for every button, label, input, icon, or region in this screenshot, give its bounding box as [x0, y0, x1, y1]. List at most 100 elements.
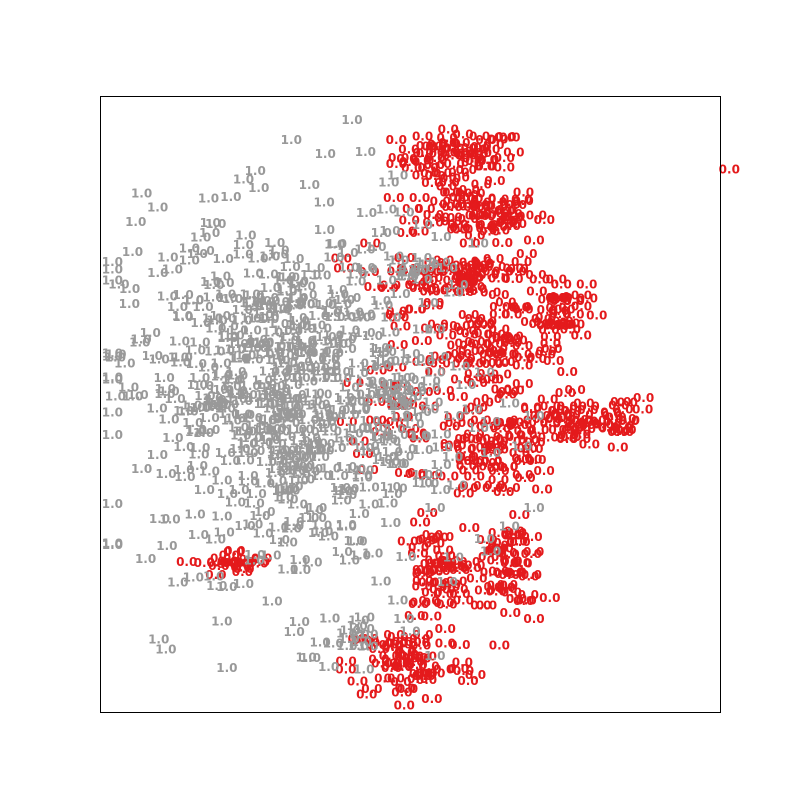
point-label-0-0: 0.0 — [381, 659, 402, 673]
point-label-1-0: 1.0 — [248, 181, 269, 195]
point-label-0-0: 0.0 — [532, 412, 553, 426]
point-label-0-0: 0.0 — [477, 153, 498, 167]
point-label-0-0: 0.0 — [504, 529, 525, 543]
point-label-1-0: 1.0 — [146, 402, 167, 416]
point-label-0-0: 0.0 — [444, 559, 465, 573]
point-label-0-0: 0.0 — [434, 211, 455, 225]
point-label-1-0: 1.0 — [260, 381, 281, 395]
point-label-1-0: 1.0 — [296, 288, 317, 302]
point-label-0-0: 0.0 — [394, 466, 415, 480]
point-label-0-0: 0.0 — [466, 572, 487, 586]
point-label-0-0: 0.0 — [473, 396, 494, 410]
point-label-0-0: 0.0 — [529, 317, 550, 331]
point-label-1-0: 1.0 — [335, 333, 356, 347]
point-label-1-0: 1.0 — [225, 495, 246, 509]
point-label-1-0: 1.0 — [240, 311, 261, 325]
point-label-0-0: 0.0 — [372, 636, 393, 650]
point-label-0-0: 0.0 — [491, 383, 512, 397]
point-label-1-0: 1.0 — [215, 401, 236, 415]
point-label-1-0: 1.0 — [202, 290, 223, 304]
point-label-0-0: 0.0 — [471, 178, 492, 192]
point-label-1-0: 1.0 — [340, 291, 361, 305]
point-label-0-0: 0.0 — [512, 468, 533, 482]
point-label-1-0: 1.0 — [232, 303, 253, 317]
point-label-1-0: 1.0 — [127, 388, 148, 402]
point-label-0-0: 0.0 — [427, 262, 448, 276]
point-label-1-0: 1.0 — [278, 399, 299, 413]
point-label-0-0: 0.0 — [416, 146, 437, 160]
point-label-0-0: 0.0 — [464, 228, 485, 242]
point-label-0-0: 0.0 — [418, 576, 439, 590]
point-label-1-0: 1.0 — [321, 304, 342, 318]
point-label-0-0: 0.0 — [409, 431, 430, 445]
point-label-0-0: 0.0 — [459, 433, 480, 447]
point-label-1-0: 1.0 — [311, 401, 332, 415]
point-label-1-0: 1.0 — [275, 459, 296, 473]
point-label-0-0: 0.0 — [485, 328, 506, 342]
point-label-1-0: 1.0 — [387, 399, 408, 413]
point-label-1-0: 1.0 — [220, 454, 241, 468]
point-label-1-0: 1.0 — [306, 511, 327, 525]
point-label-1-0: 1.0 — [172, 288, 193, 302]
point-label-1-0: 1.0 — [358, 360, 379, 374]
point-label-1-0: 1.0 — [167, 575, 188, 589]
point-label-1-0: 1.0 — [245, 419, 266, 433]
point-label-0-0: 0.0 — [619, 414, 640, 428]
point-label-1-0: 1.0 — [282, 457, 303, 471]
point-label-1-0: 1.0 — [265, 437, 286, 451]
point-label-1-0: 1.0 — [183, 293, 204, 307]
point-label-0-0: 0.0 — [516, 247, 537, 261]
point-label-1-0: 1.0 — [285, 388, 306, 402]
point-label-1-0: 1.0 — [189, 336, 210, 350]
point-label-1-0: 1.0 — [344, 394, 365, 408]
point-label-1-0: 1.0 — [364, 392, 385, 406]
point-label-0-0: 0.0 — [488, 526, 509, 540]
point-label-0-0: 0.0 — [429, 576, 450, 590]
point-label-1-0: 1.0 — [320, 461, 341, 475]
point-label-1-0: 1.0 — [286, 277, 307, 291]
point-label-0-0: 0.0 — [221, 556, 242, 570]
point-label-1-0: 1.0 — [323, 346, 344, 360]
point-label-0-0: 0.0 — [206, 555, 227, 569]
point-label-1-0: 1.0 — [232, 424, 253, 438]
point-label-1-0: 1.0 — [376, 203, 397, 217]
point-label-1-0: 1.0 — [210, 309, 231, 323]
point-label-0-0: 0.0 — [501, 207, 522, 221]
point-label-1-0: 1.0 — [243, 497, 264, 511]
point-label-0-0: 0.0 — [443, 157, 464, 171]
point-label-0-0: 0.0 — [466, 282, 487, 296]
point-label-1-0: 1.0 — [105, 347, 126, 361]
point-label-1-0: 1.0 — [282, 479, 303, 493]
point-label-0-0: 0.0 — [464, 261, 485, 275]
point-label-0-0: 0.0 — [488, 271, 509, 285]
point-label-0-0: 0.0 — [552, 315, 573, 329]
point-label-1-0: 1.0 — [342, 426, 363, 440]
point-label-0-0: 0.0 — [412, 669, 433, 683]
point-label-1-0: 1.0 — [260, 549, 281, 563]
point-label-0-0: 0.0 — [418, 400, 439, 414]
point-label-1-0: 1.0 — [355, 388, 376, 402]
point-label-0-0: 0.0 — [554, 412, 575, 426]
point-label-1-0: 1.0 — [253, 335, 274, 349]
point-label-1-0: 1.0 — [154, 387, 175, 401]
point-label-0-0: 0.0 — [481, 455, 502, 469]
point-label-0-0: 0.0 — [475, 208, 496, 222]
point-label-1-0: 1.0 — [380, 434, 401, 448]
point-label-1-0: 1.0 — [281, 378, 302, 392]
point-label-1-0: 1.0 — [217, 291, 238, 305]
point-label-1-0: 1.0 — [311, 321, 332, 335]
point-label-0-0: 0.0 — [555, 386, 576, 400]
point-label-1-0: 1.0 — [264, 379, 285, 393]
point-label-1-0: 1.0 — [373, 387, 394, 401]
point-label-0-0: 0.0 — [517, 442, 538, 456]
point-label-1-0: 1.0 — [249, 509, 270, 523]
point-label-0-0: 0.0 — [556, 403, 577, 417]
point-label-0-0: 0.0 — [499, 568, 520, 582]
point-label-1-0: 1.0 — [408, 429, 429, 443]
point-label-1-0: 1.0 — [247, 341, 268, 355]
point-label-1-0: 1.0 — [114, 356, 135, 370]
point-label-1-0: 1.0 — [227, 337, 248, 351]
point-label-1-0: 1.0 — [398, 373, 419, 387]
point-label-1-0: 1.0 — [365, 375, 386, 389]
point-label-0-0: 0.0 — [210, 552, 231, 566]
